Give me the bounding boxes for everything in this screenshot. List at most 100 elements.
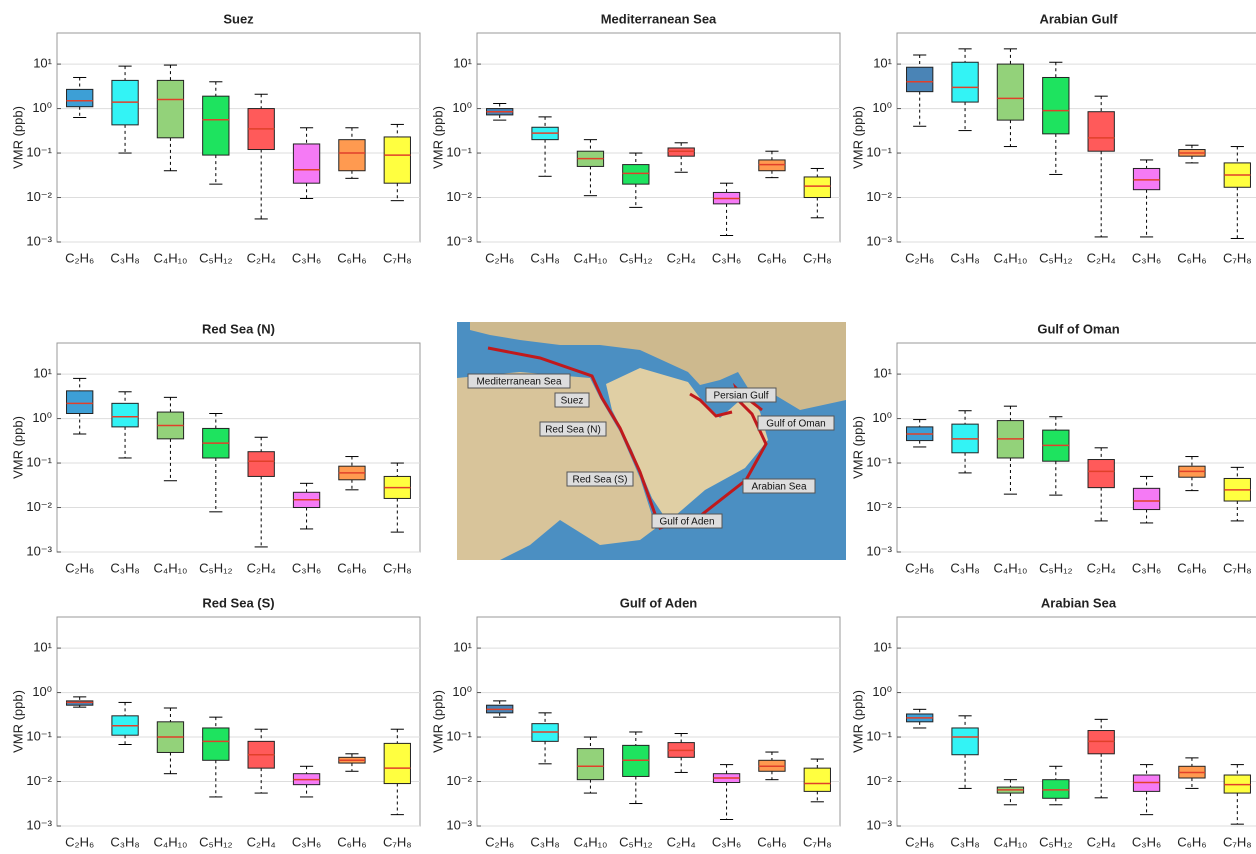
- y-tick-label: 10⁻²: [866, 773, 892, 788]
- map: Mediterranean Sea Suez Red Sea (N) Red S…: [457, 322, 846, 560]
- x-tick-label: C₄H₁₀: [574, 250, 608, 265]
- x-tick-label: C₅H₁₂: [1039, 250, 1072, 265]
- x-tick-label: C₂H₆: [65, 834, 94, 849]
- y-tick-label: 10⁰: [452, 100, 472, 115]
- y-tick-label: 10⁻³: [26, 817, 52, 832]
- y-tick-label: 10⁰: [872, 100, 892, 115]
- x-tick-label: C₆H₆: [757, 250, 786, 265]
- y-tick-label: 10⁻²: [446, 773, 472, 788]
- box: [1133, 488, 1159, 509]
- y-tick-label: 10⁰: [32, 100, 52, 115]
- y-tick-label: 10⁻²: [866, 499, 892, 514]
- x-tick-label: C₄H₁₀: [994, 560, 1028, 575]
- y-axis-label: VMR (ppb): [430, 106, 445, 169]
- x-tick-label: C₂H₄: [247, 250, 276, 265]
- box: [157, 80, 183, 137]
- x-tick-label: C₂H₆: [905, 250, 934, 265]
- x-tick-label: C₃H₆: [712, 250, 741, 265]
- y-tick-label: 10⁻¹: [866, 728, 892, 743]
- y-tick-label: 10⁻³: [26, 543, 52, 558]
- box: [668, 148, 694, 156]
- y-tick-label: 10⁻³: [446, 233, 472, 248]
- box: [1088, 731, 1114, 754]
- y-tick-label: 10⁻¹: [26, 144, 52, 159]
- y-tick-label: 10⁻¹: [866, 144, 892, 159]
- y-axis-label: VMR (ppb): [850, 416, 865, 479]
- box: [1088, 112, 1114, 151]
- chart-title: Arabian Sea: [1041, 595, 1117, 610]
- x-tick-label: C₂H₆: [485, 834, 514, 849]
- box: [952, 62, 978, 102]
- y-tick-label: 10⁻¹: [866, 454, 892, 469]
- y-tick-label: 10⁰: [872, 410, 892, 425]
- x-tick-label: C₇H₈: [383, 834, 412, 849]
- x-tick-label: C₃H₆: [1132, 834, 1161, 849]
- box: [907, 67, 933, 91]
- x-tick-label: C₂H₄: [247, 834, 276, 849]
- x-tick-label: C₇H₈: [383, 560, 412, 575]
- y-tick-label: 10⁻³: [26, 233, 52, 248]
- box: [203, 96, 229, 155]
- y-tick-label: 10¹: [453, 640, 472, 655]
- x-tick-label: C₆H₆: [337, 834, 366, 849]
- y-tick-label: 10⁻³: [446, 817, 472, 832]
- x-tick-label: C₇H₈: [1223, 834, 1252, 849]
- x-tick-label: C₆H₆: [757, 834, 786, 849]
- box: [952, 728, 978, 755]
- x-tick-label: C₃H₈: [950, 560, 979, 575]
- x-tick-label: C₂H₆: [65, 250, 94, 265]
- chart-title: Suez: [223, 11, 254, 26]
- box: [1088, 460, 1114, 488]
- x-tick-label: C₂H₄: [667, 834, 696, 849]
- box: [1043, 77, 1069, 133]
- y-axis-label: VMR (ppb): [10, 690, 25, 753]
- x-tick-label: C₂H₆: [905, 834, 934, 849]
- box: [112, 403, 138, 427]
- x-tick-label: C₃H₈: [110, 250, 139, 265]
- x-tick-label: C₃H₆: [712, 834, 741, 849]
- map-label: Mediterranean Sea: [476, 377, 561, 388]
- x-tick-label: C₃H₆: [292, 560, 321, 575]
- y-axis-label: VMR (ppb): [10, 106, 25, 169]
- x-tick-label: C₂H₆: [65, 560, 94, 575]
- y-tick-label: 10¹: [33, 366, 52, 381]
- box: [997, 64, 1023, 120]
- box: [248, 452, 274, 477]
- y-tick-label: 10⁻³: [866, 817, 892, 832]
- y-tick-label: 10¹: [873, 366, 892, 381]
- figure: Mediterranean Sea Suez Red Sea (N) Red S…: [0, 0, 1256, 854]
- x-tick-label: C₅H₁₂: [1039, 834, 1072, 849]
- chart-title: Red Sea (S): [202, 595, 274, 610]
- y-tick-label: 10⁻¹: [446, 728, 472, 743]
- map-label: Red Sea (N): [545, 425, 601, 436]
- y-tick-label: 10⁻²: [26, 189, 52, 204]
- x-tick-label: C₂H₄: [1087, 250, 1116, 265]
- x-tick-label: C₃H₆: [292, 834, 321, 849]
- y-tick-label: 10⁻²: [446, 189, 472, 204]
- y-tick-label: 10⁻²: [866, 189, 892, 204]
- x-tick-label: C₄H₁₀: [574, 834, 608, 849]
- map-label: Gulf of Aden: [659, 517, 714, 528]
- x-tick-label: C₅H₁₂: [199, 250, 232, 265]
- x-tick-label: C₅H₁₂: [619, 250, 652, 265]
- x-tick-label: C₃H₈: [530, 250, 559, 265]
- x-tick-label: C₄H₁₀: [994, 834, 1028, 849]
- x-tick-label: C₃H₆: [292, 250, 321, 265]
- y-axis-label: VMR (ppb): [10, 416, 25, 479]
- box: [203, 728, 229, 760]
- y-tick-label: 10⁻¹: [26, 454, 52, 469]
- x-tick-label: C₂H₄: [1087, 560, 1116, 575]
- x-tick-label: C₃H₈: [530, 834, 559, 849]
- y-tick-label: 10¹: [33, 640, 52, 655]
- box: [293, 144, 319, 183]
- x-tick-label: C₄H₁₀: [154, 834, 188, 849]
- y-tick-label: 10⁻¹: [26, 728, 52, 743]
- x-tick-label: C₆H₆: [337, 560, 366, 575]
- x-tick-label: C₇H₈: [803, 834, 832, 849]
- chart-title: Arabian Gulf: [1039, 11, 1118, 26]
- box: [623, 165, 649, 185]
- x-tick-label: C₃H₈: [110, 560, 139, 575]
- x-tick-label: C₇H₈: [1223, 560, 1252, 575]
- box: [384, 137, 410, 183]
- x-tick-label: C₄H₁₀: [154, 250, 188, 265]
